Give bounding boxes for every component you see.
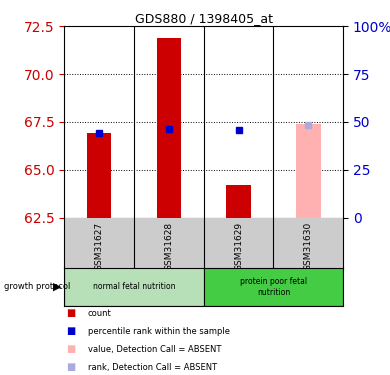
Bar [87, 134, 112, 218]
Text: value, Detection Call = ABSENT: value, Detection Call = ABSENT [88, 345, 221, 354]
Text: normal fetal nutrition: normal fetal nutrition [93, 282, 176, 291]
Text: percentile rank within the sample: percentile rank within the sample [88, 327, 230, 336]
Text: GSM31629: GSM31629 [234, 222, 243, 271]
Text: ■: ■ [66, 326, 76, 336]
Title: GDS880 / 1398405_at: GDS880 / 1398405_at [135, 12, 273, 25]
Text: ■: ■ [66, 362, 76, 372]
Bar [64, 268, 204, 306]
Bar [227, 185, 251, 218]
Text: ■: ■ [66, 344, 76, 354]
Text: GSM31628: GSM31628 [165, 222, 174, 271]
Text: protein poor fetal
nutrition: protein poor fetal nutrition [240, 277, 307, 297]
Text: count: count [88, 309, 112, 318]
Text: ■: ■ [66, 308, 76, 318]
Text: ▶: ▶ [53, 282, 61, 292]
Text: GSM31630: GSM31630 [304, 222, 313, 271]
Text: growth protocol: growth protocol [4, 282, 70, 291]
Bar [296, 124, 321, 218]
Bar [157, 38, 181, 218]
Bar [204, 268, 343, 306]
Text: GSM31627: GSM31627 [95, 222, 104, 271]
Text: rank, Detection Call = ABSENT: rank, Detection Call = ABSENT [88, 363, 217, 372]
